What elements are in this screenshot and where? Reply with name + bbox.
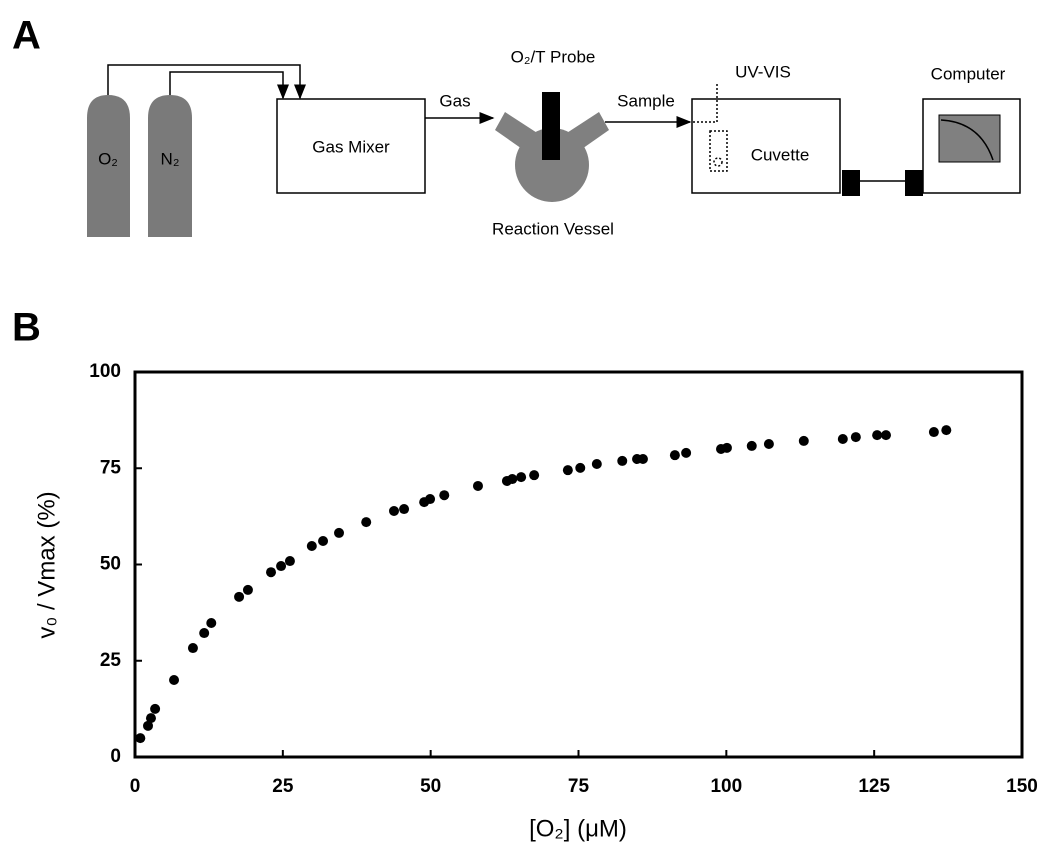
data-point [425,494,436,505]
connector [842,170,860,196]
data-point [746,440,757,451]
data-point [439,490,450,501]
n2-tank [148,95,192,237]
o2-line [107,64,306,100]
vessel-label: Reaction Vessel [492,219,614,238]
data-point [669,450,680,461]
data-point [591,459,602,470]
data-point [837,433,848,444]
x-axis-label: [O₂] (μM) [529,815,627,842]
data-point [234,591,245,602]
data-point [399,504,410,515]
data-point [472,480,483,491]
y-tick-label: 75 [100,457,122,478]
gas-label: Gas [439,91,470,110]
data-point [798,435,809,446]
x-tick-label: 150 [1006,776,1038,797]
sample-path [693,84,718,123]
data-point [721,442,732,453]
y-tick-label: 0 [110,746,121,767]
cuvette-drop [713,157,723,167]
x-tick-label: 75 [568,776,590,797]
data-point [389,505,400,516]
data-point [516,472,527,483]
gas-mixer-box [276,98,426,194]
panel-label: B [12,306,41,350]
screen-curve [940,119,994,161]
uv-vis-label: UV-VIS [735,62,791,81]
data-point [284,556,295,567]
plot-frame [133,370,1024,759]
data-point [135,733,146,744]
data-point [334,527,345,538]
data-point [150,703,161,714]
probe-label: O₂/T Probe [511,47,596,66]
probe [542,92,560,160]
x-tick-label: 0 [130,776,141,797]
data-point [872,430,883,441]
computer-label: Computer [931,64,1006,83]
data-point [318,536,329,547]
data-point [763,438,774,449]
data-point [145,713,156,724]
data-point [575,462,586,473]
data-point [266,567,277,578]
o2-tank [87,95,130,237]
data-point [507,474,518,485]
data-point [242,584,253,595]
n2-line [169,71,289,100]
x-tick-label: 25 [272,776,294,797]
o2-label: O₂ [98,149,118,168]
data-point [637,454,648,465]
uv-vis-box [691,98,841,194]
data-point [361,517,372,528]
data-point [880,430,891,441]
data-point [306,541,317,552]
y-tick-label: 100 [89,361,121,382]
data-point [941,425,952,436]
cuvette [709,130,728,172]
data-point [143,720,154,731]
data-point [681,447,692,458]
data-point [276,561,287,572]
data-point [562,465,573,476]
data-point [169,675,180,685]
y-tick-label: 50 [100,554,121,575]
data-point [928,427,939,438]
x-tick-label: 50 [420,776,441,797]
y-tick-label: 25 [100,650,122,671]
reaction-vessel [495,112,609,202]
gas-mixer-label: Gas Mixer [312,137,390,156]
connector [905,170,923,196]
data-point [850,432,861,443]
n2-label: N₂ [161,149,180,168]
panel-label: A [12,14,41,58]
cuvette-label: Cuvette [751,145,810,164]
sample-label: Sample [617,91,675,110]
x-tick-label: 100 [710,776,742,797]
data-point [617,455,628,466]
x-tick-label: 125 [858,776,890,797]
data-point [199,628,210,639]
screen [938,114,1001,163]
data-point [529,470,540,481]
y-axis-label: v₀ / Vmax (%) [33,491,60,638]
data-point [187,643,198,654]
data-point [206,618,217,629]
